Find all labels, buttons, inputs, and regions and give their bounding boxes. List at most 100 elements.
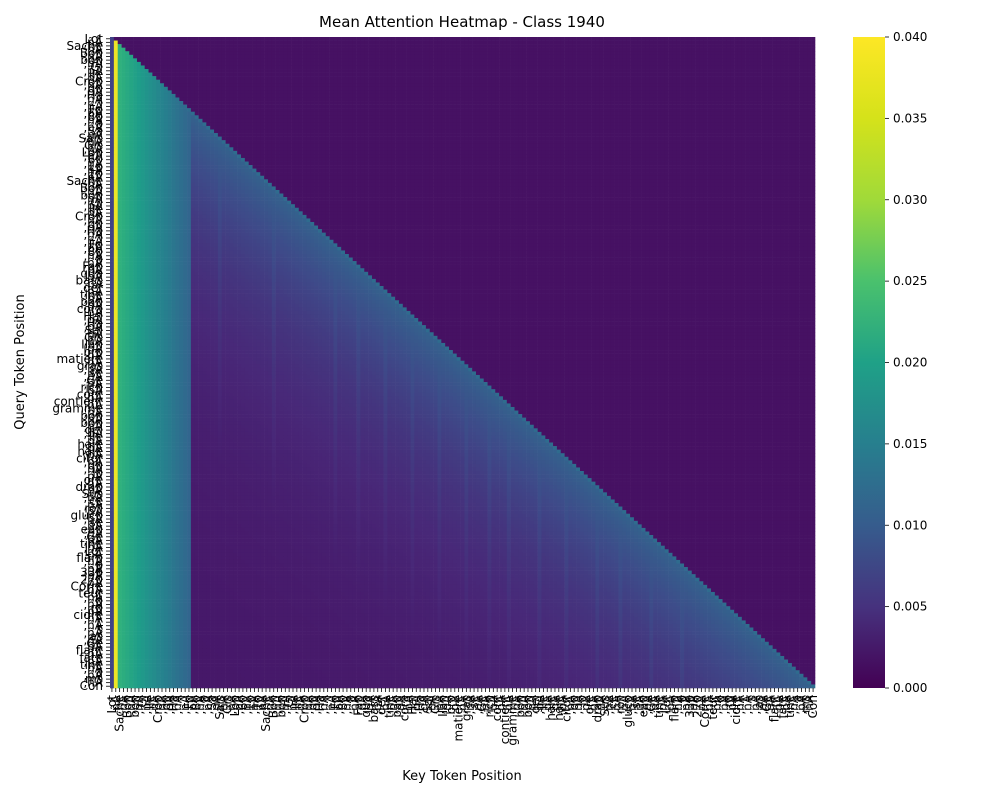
heatmap-cell — [506, 47, 511, 52]
heatmap-cell — [210, 44, 215, 48]
heatmap-cell — [610, 37, 615, 41]
heatmap-cell — [302, 61, 307, 66]
heatmap-cell — [383, 61, 388, 66]
heatmap-cell — [564, 93, 569, 98]
heatmap-cell — [406, 79, 411, 84]
heatmap-cell — [591, 108, 596, 113]
heatmap-cell — [345, 79, 350, 84]
heatmap-cell — [610, 111, 615, 116]
heatmap-cell — [745, 104, 750, 109]
heatmap-cell — [587, 51, 592, 56]
heatmap-cell — [483, 115, 488, 120]
heatmap-cell — [695, 61, 700, 66]
heatmap-cell — [414, 108, 419, 113]
heatmap-cell — [637, 115, 642, 120]
heatmap-cell — [437, 61, 442, 66]
heatmap-cell — [140, 79, 145, 84]
heatmap-cell — [202, 122, 207, 127]
heatmap-cell — [795, 54, 800, 59]
heatmap-cell — [179, 79, 184, 84]
heatmap-cell — [237, 61, 242, 66]
heatmap-cell — [441, 97, 446, 102]
heatmap-cell — [364, 97, 369, 102]
heatmap-cell — [117, 118, 122, 123]
heatmap-cell — [487, 90, 492, 95]
heatmap-cell — [271, 97, 276, 102]
heatmap-cell — [564, 108, 569, 113]
heatmap-cell — [649, 51, 654, 56]
heatmap-cell — [167, 86, 172, 91]
heatmap-cell — [614, 44, 619, 48]
heatmap-cell — [398, 101, 404, 105]
heatmap-cell — [160, 104, 165, 109]
heatmap-cell — [110, 40, 115, 45]
heatmap-cell — [737, 83, 743, 88]
heatmap-cell — [564, 76, 569, 80]
heatmap-cell — [545, 111, 550, 116]
heatmap-cell — [657, 61, 662, 66]
heatmap-cell — [633, 40, 639, 45]
heatmap-cell — [553, 79, 558, 84]
heatmap-cell — [614, 108, 619, 113]
heatmap-cell — [491, 79, 496, 84]
heatmap-cell — [761, 47, 766, 52]
heatmap-cell — [610, 104, 615, 109]
heatmap-cell — [437, 37, 442, 41]
heatmap-cell — [776, 86, 781, 91]
heatmap-cell — [337, 93, 342, 98]
heatmap-cell — [133, 115, 138, 120]
heatmap-cell — [626, 61, 631, 66]
heatmap-cell — [599, 76, 604, 80]
heatmap-cell — [402, 47, 407, 52]
heatmap-cell — [225, 79, 230, 84]
heatmap-cell — [707, 83, 712, 88]
heatmap-cell — [730, 90, 735, 95]
heatmap-cell — [560, 83, 565, 88]
heatmap-cell — [156, 93, 161, 98]
heatmap-cell — [626, 72, 631, 77]
heatmap-cell — [764, 72, 770, 77]
heatmap-cell — [379, 108, 384, 113]
heatmap-cell — [337, 101, 342, 105]
heatmap-cell — [179, 76, 184, 80]
heatmap-cell — [298, 122, 303, 127]
heatmap-cell — [391, 79, 396, 84]
heatmap-cell — [395, 122, 400, 127]
heatmap-cell — [649, 61, 654, 66]
heatmap-cell — [410, 51, 415, 56]
heatmap-cell — [371, 65, 377, 70]
heatmap-cell — [772, 86, 777, 91]
heatmap-cell — [464, 129, 469, 134]
heatmap-cell — [287, 90, 292, 95]
heatmap-cell — [364, 125, 369, 130]
heatmap-cell — [556, 65, 562, 70]
heatmap-cell — [695, 40, 700, 45]
heatmap-cell — [398, 79, 404, 84]
heatmap-cell — [260, 111, 265, 116]
heatmap-cell — [653, 54, 658, 59]
heatmap-cell — [772, 37, 777, 41]
heatmap-cell — [425, 79, 431, 84]
heatmap-cell — [776, 83, 781, 88]
heatmap-cell — [402, 58, 407, 63]
heatmap-cell — [452, 47, 458, 52]
heatmap-cell — [179, 101, 184, 105]
heatmap-cell — [422, 76, 427, 80]
heatmap-cell — [560, 37, 565, 41]
heatmap-cell — [737, 125, 743, 130]
heatmap-cell — [710, 79, 716, 84]
heatmap-cell — [468, 61, 473, 66]
heatmap-cell — [217, 122, 223, 127]
heatmap-cell — [291, 97, 296, 102]
heatmap-cell — [603, 86, 608, 91]
heatmap-cell — [225, 58, 230, 63]
heatmap-cell — [502, 86, 508, 91]
heatmap-cell — [248, 93, 253, 98]
heatmap-cell — [726, 83, 731, 88]
heatmap-cell — [587, 47, 592, 52]
heatmap-cell — [437, 122, 442, 127]
heatmap-cell — [256, 86, 261, 91]
heatmap-cell — [795, 79, 800, 84]
heatmap-cell — [553, 47, 558, 52]
heatmap-cell — [321, 122, 327, 127]
